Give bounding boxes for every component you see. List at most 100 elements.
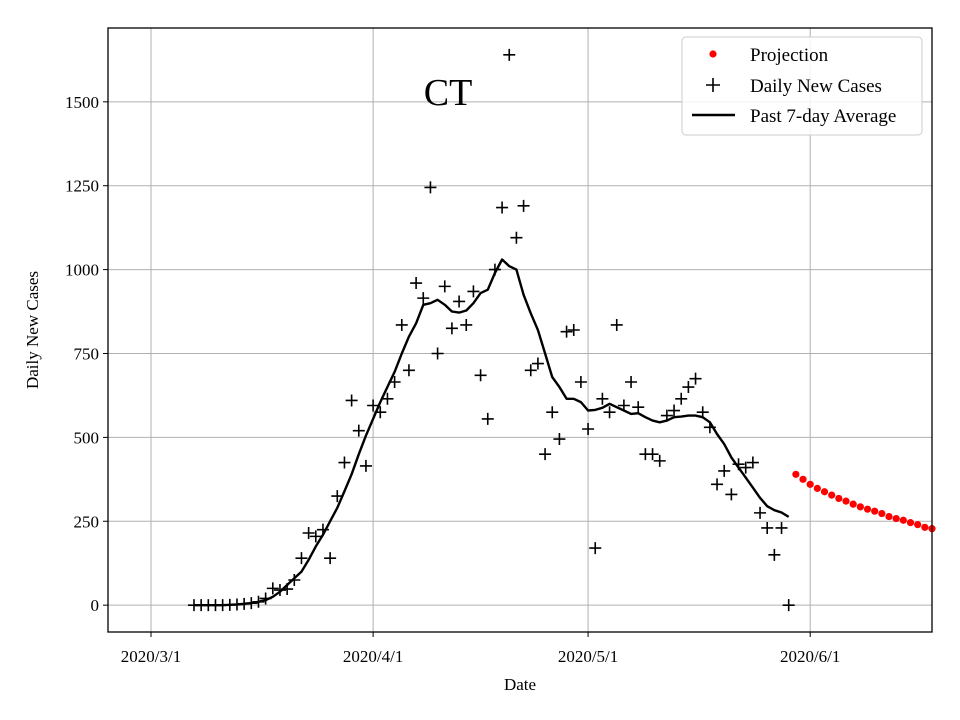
daily-new-cases-point	[696, 406, 709, 419]
legend: Projection Daily New Cases Past 7-day Av…	[681, 36, 923, 136]
daily-new-cases-point	[431, 347, 444, 360]
projection-point	[871, 507, 879, 515]
projection-point	[842, 497, 850, 505]
daily-new-cases-point	[782, 599, 795, 612]
projection-point	[835, 494, 843, 503]
daily-new-cases-point	[381, 392, 394, 405]
projection-point	[878, 509, 886, 518]
projection-point	[849, 500, 857, 508]
projection-point	[885, 512, 893, 521]
daily-new-cases-point	[524, 364, 537, 377]
daily-new-cases-point	[653, 454, 666, 467]
daily-new-cases-point	[324, 552, 337, 565]
x-tick-label: 2020/4/1	[343, 647, 403, 666]
daily-new-cases-point	[395, 318, 408, 331]
daily-new-cases-point	[424, 181, 437, 194]
daily-new-cases-point	[309, 530, 322, 543]
daily-new-cases-point	[754, 506, 767, 519]
daily-new-cases-point	[273, 584, 286, 597]
legend-marker-projection	[709, 50, 717, 58]
daily-new-cases-point	[474, 369, 487, 382]
daily-new-cases-point	[374, 406, 387, 419]
daily-new-cases-point	[345, 394, 358, 407]
daily-new-cases-point	[402, 364, 415, 377]
daily-new-cases-point	[316, 523, 329, 536]
daily-new-cases-point	[603, 406, 616, 419]
daily-new-cases-point	[668, 404, 681, 417]
daily-new-cases-point	[725, 488, 738, 501]
projection-point	[899, 516, 907, 524]
daily-new-cases-point	[496, 201, 509, 214]
projection-point	[806, 480, 814, 488]
daily-new-cases-point	[517, 199, 530, 212]
daily-new-cases-point	[739, 461, 752, 474]
daily-new-cases-point	[718, 464, 731, 477]
y-tick-label: 1500	[65, 93, 99, 112]
daily-new-cases-point	[510, 231, 523, 244]
daily-new-cases-point	[689, 372, 702, 385]
daily-new-cases-point	[302, 527, 315, 540]
daily-new-cases-point	[488, 263, 501, 276]
projection-point	[921, 523, 929, 531]
daily-new-cases-point	[746, 456, 759, 469]
daily-new-cases-point	[503, 48, 516, 61]
daily-new-cases-point	[682, 381, 695, 394]
daily-new-cases-point	[352, 424, 365, 437]
daily-new-cases-point	[711, 478, 724, 491]
projection-point	[799, 475, 807, 483]
daily-new-cases-point	[732, 458, 745, 471]
x-tick-label: 2020/3/1	[121, 647, 181, 666]
daily-new-cases-point	[675, 392, 688, 405]
legend-label-7-day-average: Past 7-day Average	[750, 106, 896, 127]
daily-new-cases-point	[560, 325, 573, 338]
legend-marker-daily-new-cases	[706, 78, 720, 92]
daily-new-cases-point	[625, 376, 638, 389]
legend-label-daily-new-cases: Daily New Cases	[750, 76, 882, 97]
daily-new-cases-point	[660, 409, 673, 422]
daily-new-cases-point	[553, 433, 566, 446]
daily-new-cases-point	[589, 542, 602, 555]
daily-new-cases-point	[567, 324, 580, 336]
projection-point	[856, 503, 864, 511]
daily-new-cases-point	[359, 459, 372, 472]
x-tick-label: 2020/5/1	[558, 647, 618, 666]
plot-area	[187, 48, 936, 612]
daily-new-cases-point	[453, 295, 466, 308]
projection-point	[863, 505, 872, 513]
y-tick-label: 0	[91, 596, 100, 615]
daily-new-cases-point	[245, 597, 258, 610]
daily-new-cases-point	[481, 412, 494, 425]
daily-new-cases-point	[445, 322, 458, 335]
projection-point	[892, 514, 900, 523]
projection-point	[914, 521, 922, 529]
daily-new-cases-point	[410, 277, 423, 290]
daily-new-cases-point	[646, 448, 659, 461]
projection-point	[820, 488, 829, 496]
daily-new-cases-point	[531, 357, 544, 370]
chart-title: CT	[424, 72, 473, 114]
projection-point	[906, 519, 915, 527]
daily-new-cases-point	[281, 583, 294, 596]
legend-box	[681, 36, 923, 136]
daily-new-cases-point	[259, 592, 272, 605]
daily-new-cases-point	[703, 421, 716, 434]
daily-new-cases-point	[438, 280, 451, 293]
daily-new-cases-point	[252, 595, 265, 608]
daily-new-cases-point	[367, 399, 380, 412]
projection-point	[813, 484, 821, 492]
daily-new-cases-point	[266, 582, 279, 595]
daily-new-cases-point	[417, 292, 430, 305]
y-axis-title: Daily New Cases	[23, 271, 42, 389]
y-tick-label: 1000	[65, 261, 99, 280]
daily-new-cases-point	[768, 548, 781, 561]
daily-new-cases-point	[288, 573, 301, 586]
y-tick-label: 750	[74, 344, 100, 363]
daily-new-cases-point	[539, 448, 552, 461]
daily-new-cases-point	[775, 521, 788, 534]
y-tick-label: 500	[74, 428, 100, 447]
ticks: 2020/3/1 2020/4/1 2020/5/1 2020/6/1 0 250 500 7…	[65, 93, 840, 666]
y-tick-label: 250	[74, 512, 100, 531]
projection-point	[792, 470, 800, 478]
daily-new-cases-point	[596, 392, 609, 405]
